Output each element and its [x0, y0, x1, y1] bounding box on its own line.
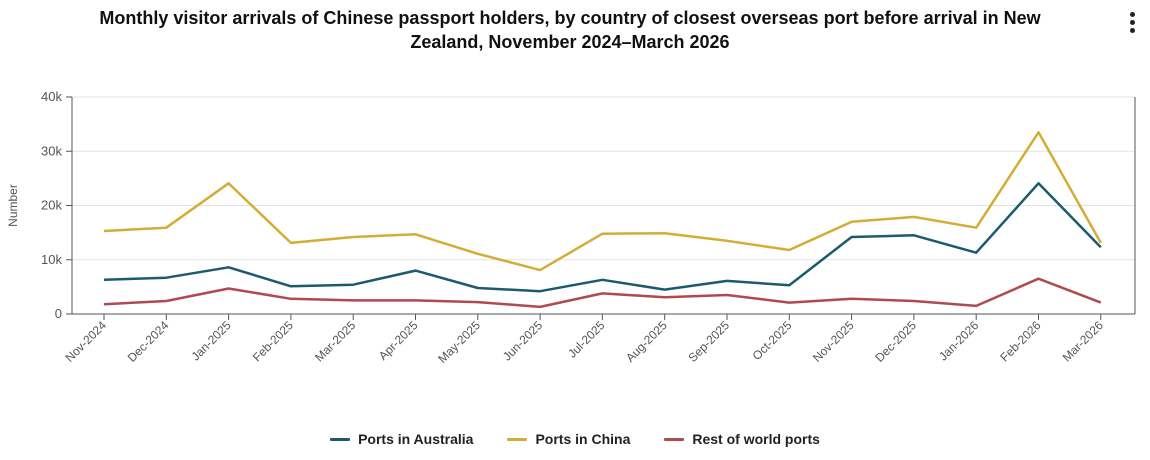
x-tick-label: Apr-2025: [376, 318, 421, 363]
x-tick-label: Mar-2026: [1060, 318, 1106, 364]
chart-title-line-1: Monthly visitor arrivals of Chinese pass…: [99, 8, 1041, 28]
x-tick-label: Jun-2025: [500, 318, 546, 364]
legend-label: Ports in Australia: [358, 431, 474, 447]
line-chart: 0 10k 20k 30k 40k Number Nov-2024 Dec-2024 Jan-2…: [6, 89, 1136, 366]
chart-title-line-2: Zealand, November 2024–March 2026: [410, 32, 730, 52]
x-tick-label: Oct-2025: [750, 318, 795, 363]
menu-dot: [1129, 12, 1135, 17]
series-line-ports-in-china[interactable]: [103, 131, 1102, 272]
y-tick-label: 20k: [41, 198, 62, 213]
x-tick-label: Sep-2025: [685, 318, 732, 365]
legend-label: Ports in China: [535, 431, 631, 447]
legend-item[interactable]: Rest of world ports: [664, 426, 820, 452]
y-tick-label: 30k: [41, 143, 62, 158]
x-tick-label: Mar-2025: [312, 318, 358, 364]
y-tick-label: 0: [55, 306, 62, 321]
x-tick-label: Dec-2024: [125, 318, 172, 365]
x-tick-label: Feb-2026: [997, 318, 1043, 364]
series-line-ports-in-australia[interactable]: [103, 182, 1102, 293]
x-tick-label: May-2025: [435, 318, 483, 366]
menu-dot: [1129, 20, 1135, 25]
chart-title: Monthly visitor arrivals of Chinese pass…: [40, 6, 1100, 54]
x-tick-label: Nov-2024: [62, 318, 109, 365]
legend-label: Rest of world ports: [692, 431, 820, 447]
kebab-menu-icon[interactable]: [1124, 12, 1140, 36]
x-tick-label: Jan-2025: [188, 318, 234, 364]
x-tick-label: Nov-2025: [810, 318, 857, 365]
y-tick-label: 10k: [41, 252, 62, 267]
legend-item[interactable]: Ports in China: [507, 426, 630, 452]
y-axis-label: Number: [6, 184, 20, 227]
legend-item[interactable]: Ports in Australia: [330, 426, 473, 452]
x-tick-label: Jan-2026: [936, 318, 982, 364]
legend-swatch: [664, 437, 685, 441]
x-tick-label: Aug-2025: [623, 318, 670, 365]
legend-swatch: [507, 437, 528, 441]
menu-dot: [1129, 28, 1135, 33]
chart-legend: Ports in Australia Ports in China Rest of …: [0, 426, 1150, 452]
legend-swatch: [330, 437, 351, 441]
x-tick-label: Dec-2025: [872, 318, 919, 365]
x-tick-label: Feb-2025: [250, 318, 296, 364]
x-tick-label: Jul-2025: [565, 318, 608, 361]
y-tick-label: 40k: [41, 89, 62, 104]
series-line-rest-of-world-ports[interactable]: [103, 277, 1102, 309]
